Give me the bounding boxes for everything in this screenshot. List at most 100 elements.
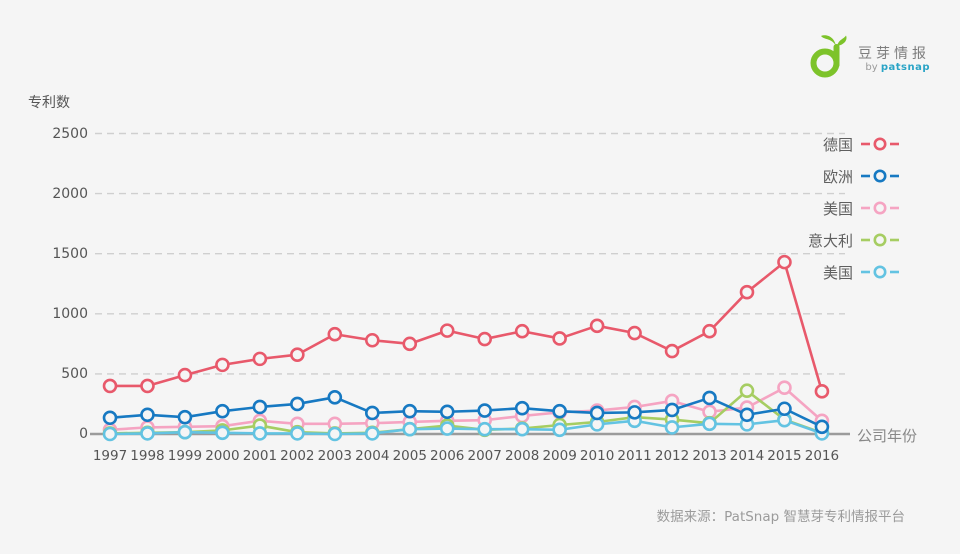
patsnap-logo: 豆芽情报 by patsnap bbox=[810, 34, 930, 80]
data-point-欧洲-2003 bbox=[327, 390, 343, 405]
legend-marker-circle bbox=[873, 265, 887, 279]
x-tick-2013: 2013 bbox=[692, 448, 727, 464]
data-point-德国-2009 bbox=[552, 331, 567, 346]
legend-label-意大利-3: 意大利 bbox=[807, 231, 853, 250]
data-point-德国-2015 bbox=[777, 254, 792, 270]
data-point-德国-2005 bbox=[402, 336, 418, 352]
x-tick-2008: 2008 bbox=[504, 448, 540, 464]
legend-marker-circle bbox=[873, 233, 887, 247]
legend-marker-icon-2 bbox=[861, 201, 899, 215]
data-point-欧洲-2011 bbox=[627, 405, 642, 420]
legend-label-欧洲-1: 欧洲 bbox=[822, 167, 853, 186]
data-point-欧洲-2015 bbox=[777, 401, 792, 417]
data-point-德国-2014 bbox=[739, 284, 755, 300]
data-point-欧洲-1998 bbox=[140, 407, 155, 423]
data-point-德国-2010 bbox=[589, 318, 605, 334]
legend-marker-icon-4 bbox=[861, 265, 899, 279]
legend-item-欧洲-1[interactable]: 欧洲 bbox=[823, 165, 900, 187]
data-point-意大利-2014 bbox=[739, 383, 755, 399]
data-point-美国-2003 bbox=[327, 426, 343, 442]
data-point-欧洲-1999 bbox=[177, 409, 193, 425]
y-tick-1500: 1500 bbox=[52, 245, 88, 262]
legend-marker-icon-1 bbox=[861, 169, 899, 183]
legend-item-美国-2[interactable]: 美国 bbox=[823, 197, 900, 219]
y-axis-title: 专利数 bbox=[28, 95, 70, 111]
legend-marker-icon-0 bbox=[861, 137, 899, 151]
data-point-德国-2007 bbox=[477, 331, 493, 347]
data-point-欧洲-2012 bbox=[664, 402, 680, 418]
data-point-欧洲-2010 bbox=[589, 405, 605, 421]
data-point-美国-2007 bbox=[477, 421, 493, 437]
data-point-德国-2011 bbox=[627, 325, 642, 341]
data-point-德国-1998 bbox=[140, 378, 155, 394]
data-point-美国-2001 bbox=[252, 426, 268, 441]
legend-marker-circle bbox=[873, 169, 887, 183]
data-point-德国-2001 bbox=[252, 351, 268, 367]
data-point-德国-2000 bbox=[215, 357, 230, 373]
data-point-德国-2006 bbox=[439, 323, 455, 338]
legend-marker-icon-3 bbox=[861, 233, 899, 247]
data-point-欧洲-2008 bbox=[514, 400, 530, 416]
x-tick-2015: 2015 bbox=[767, 448, 802, 464]
data-point-德国-2004 bbox=[364, 332, 380, 348]
logo-byline: by patsnap bbox=[865, 62, 930, 73]
data-point-德国-2002 bbox=[290, 347, 305, 362]
x-tick-2005: 2005 bbox=[392, 448, 427, 464]
y-tick-2000: 2000 bbox=[52, 185, 88, 202]
x-tick-2003: 2003 bbox=[317, 448, 352, 464]
data-point-德国-2003 bbox=[327, 326, 343, 342]
x-tick-2014: 2014 bbox=[729, 448, 765, 464]
data-point-欧洲-2005 bbox=[402, 403, 418, 419]
legend-label-美国-4: 美国 bbox=[822, 263, 853, 282]
legend-item-美国-4[interactable]: 美国 bbox=[823, 261, 900, 283]
legend-item-意大利-3[interactable]: 意大利 bbox=[808, 229, 900, 251]
x-tick-2002: 2002 bbox=[280, 448, 315, 464]
x-axis-title: 公司年份 bbox=[857, 427, 918, 445]
data-point-美国-2012 bbox=[664, 420, 680, 435]
legend-label-美国-2: 美国 bbox=[822, 199, 853, 218]
data-point-欧洲-1997 bbox=[102, 410, 118, 426]
x-tick-2009: 2009 bbox=[542, 448, 577, 464]
x-tick-2004: 2004 bbox=[355, 448, 390, 464]
data-point-美国-1997 bbox=[102, 426, 118, 442]
data-point-美国-2015 bbox=[777, 380, 792, 396]
sprout-logo-icon bbox=[810, 35, 847, 78]
legend-item-德国-0[interactable]: 德国 bbox=[823, 133, 900, 155]
data-point-美国-1999 bbox=[177, 424, 193, 440]
data-point-欧洲-2004 bbox=[364, 405, 380, 421]
y-tick-2500: 2500 bbox=[52, 125, 88, 142]
data-point-德国-2008 bbox=[514, 323, 530, 339]
legend-marker-circle bbox=[873, 201, 887, 215]
data-point-美国-2002 bbox=[290, 426, 305, 441]
data-point-欧洲-2014 bbox=[739, 407, 755, 423]
data-point-美国-2004 bbox=[364, 426, 380, 441]
x-tick-2006: 2006 bbox=[430, 448, 465, 464]
x-tick-2010: 2010 bbox=[579, 448, 615, 464]
data-source-note: 数据来源：PatSnap 智慧芽专利情报平台 bbox=[656, 509, 905, 525]
data-point-德国-1999 bbox=[177, 367, 193, 383]
logo-brand-name: 豆芽情报 bbox=[858, 46, 930, 62]
data-point-美国-2005 bbox=[402, 421, 418, 437]
legend-label-德国-0: 德国 bbox=[822, 135, 853, 154]
logo-patsnap-word: patsnap bbox=[880, 62, 930, 73]
data-point-美国-1998 bbox=[140, 426, 155, 441]
y-tick-1000: 1000 bbox=[52, 305, 88, 322]
data-point-欧洲-2002 bbox=[290, 396, 305, 412]
x-tick-1999: 1999 bbox=[167, 448, 203, 464]
data-point-德国-1997 bbox=[102, 378, 118, 394]
legend-marker-circle bbox=[873, 137, 887, 151]
data-point-欧洲-2013 bbox=[702, 390, 717, 406]
data-point-欧洲-2009 bbox=[552, 403, 567, 419]
data-point-美国-2013 bbox=[702, 416, 717, 432]
data-point-美国-2008 bbox=[514, 421, 530, 437]
x-tick-2001: 2001 bbox=[242, 448, 278, 464]
data-point-欧洲-2006 bbox=[439, 404, 455, 420]
x-tick-1997: 1997 bbox=[92, 448, 128, 464]
y-tick-0: 0 bbox=[79, 426, 88, 442]
x-tick-1998: 1998 bbox=[130, 448, 165, 464]
x-tick-2011: 2011 bbox=[617, 448, 652, 464]
logo-text: 豆芽情报 by patsnap bbox=[858, 34, 930, 74]
data-point-德国-2013 bbox=[702, 323, 717, 339]
